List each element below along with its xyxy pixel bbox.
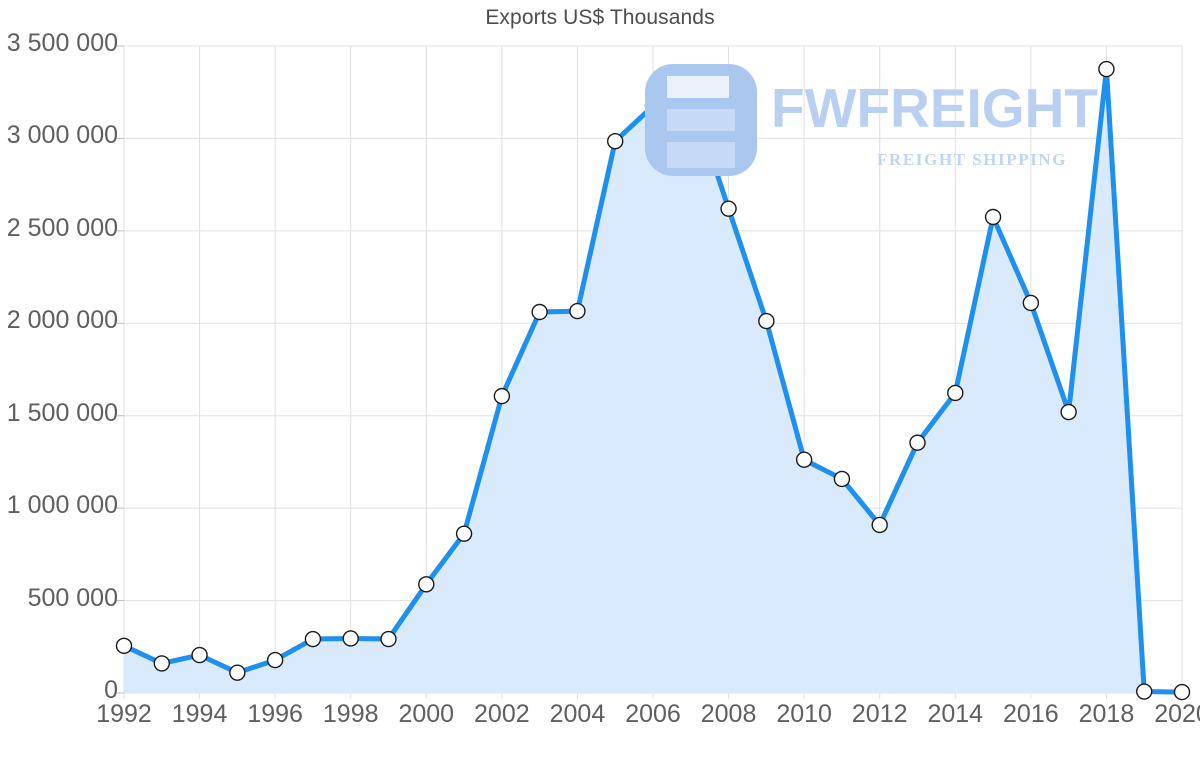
data-point-marker[interactable]: 2019: 8000 [1136,683,1153,700]
y-axis-tick-text: 500 000 [27,583,118,612]
chart-title: Exports US$ Thousands [485,6,715,29]
data-point-marker[interactable]: 2009: 2012000 [758,312,775,330]
y-axis-tick-text: 2 000 000 [6,306,118,335]
x-axis-tick-text: 2014 [927,700,984,728]
x-axis-tick-text: 1994 [171,700,228,728]
data-point-marker[interactable]: 2000: 588000 [418,576,435,593]
data-point-marker[interactable]: 1999: 292000 [380,630,397,648]
y-axis-tick-text: 1 500 000 [6,398,118,427]
x-axis-tick-text: 2020 [1154,700,1200,728]
x-axis-tick-text: 2008 [700,700,757,728]
data-point-marker[interactable]: 1998: 295000 [342,630,359,647]
data-point-marker[interactable]: 2017: 1520000 [1060,403,1077,421]
data-point-marker[interactable]: 2010: 1262000 [795,451,813,468]
x-axis-tick-text: 1998 [322,700,379,728]
data-point-marker[interactable]: 2003: 2061000 [531,303,548,321]
data-point-marker[interactable]: 2011: 1158000 [833,470,851,488]
x-axis-tick-text: 2010 [776,700,832,728]
data-point-marker[interactable]: 2004: 2066000 [569,302,586,320]
y-axis-tick-text: 2 500 000 [6,213,118,242]
area-fill [124,69,1182,694]
y-axis-tick-text: 0 [104,676,118,704]
data-point-marker[interactable]: 2008: 2620000 [720,200,737,217]
y-axis-tick-text: 1 000 000 [6,491,118,520]
data-point-marker[interactable]: 2013: 1354000 [909,434,926,451]
data-point-marker[interactable]: 1997: 292000 [304,630,322,648]
data-point-marker[interactable]: 2015: 2575000 [984,208,1002,226]
y-axis-tick-text: 3 500 000 [6,29,118,57]
data-point-marker[interactable]: 2005: 2985000 [607,132,624,150]
x-axis-tick-text: 2002 [474,700,530,728]
x-axis-tick-text: 2018 [1078,700,1135,728]
data-point-marker[interactable]: 2007: 3238000 [682,86,699,103]
data-point-marker[interactable]: 1995: 110000 [229,664,246,681]
x-axis-tick-text: 2016 [1003,700,1059,728]
data-point-marker[interactable]: 2014: 1623000 [947,384,964,402]
data-point-marker[interactable]: 2006: 3175000 [644,97,662,115]
data-point-marker[interactable]: 2002: 1606000 [493,387,511,405]
data-point-marker[interactable]: 1996: 178000 [266,651,284,669]
x-axis-tick-text: 2004 [549,700,606,728]
data-markers[interactable]: 1992: 255000 1993: 160000 1994: 205000 1995… [115,60,1191,701]
x-axis-tick-text: 2000 [398,700,455,728]
area-path [124,69,1182,694]
x-axis-tick-text: 1992 [96,700,152,728]
data-point-marker[interactable]: 2016: 2110000 [1022,294,1040,312]
x-axis-tick-text: 2006 [625,700,681,728]
y-axis-tick-text: 3 000 000 [6,121,118,150]
data-point-marker[interactable]: 1994: 205000 [191,646,208,664]
data-point-marker[interactable]: 2001: 862000 [455,525,473,542]
data-point-marker[interactable]: 1993: 160000 [153,655,170,672]
data-point-marker[interactable]: 2012: 909000 [871,516,888,534]
x-axis-tick-text: 1996 [247,700,303,728]
x-axis-tick-text: 2012 [851,700,908,728]
data-point-marker[interactable]: 1992: 255000 [115,637,133,655]
data-point-marker[interactable]: 2018: 3375000 [1098,60,1115,78]
